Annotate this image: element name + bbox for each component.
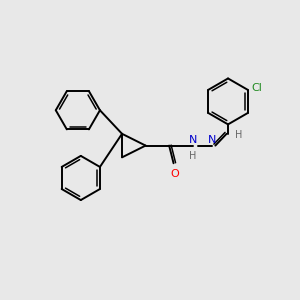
Text: H: H [189,151,196,161]
Text: H: H [235,130,242,140]
Text: O: O [171,169,179,178]
Text: N: N [188,135,197,145]
Text: Cl: Cl [251,82,262,93]
Text: N: N [208,135,216,145]
